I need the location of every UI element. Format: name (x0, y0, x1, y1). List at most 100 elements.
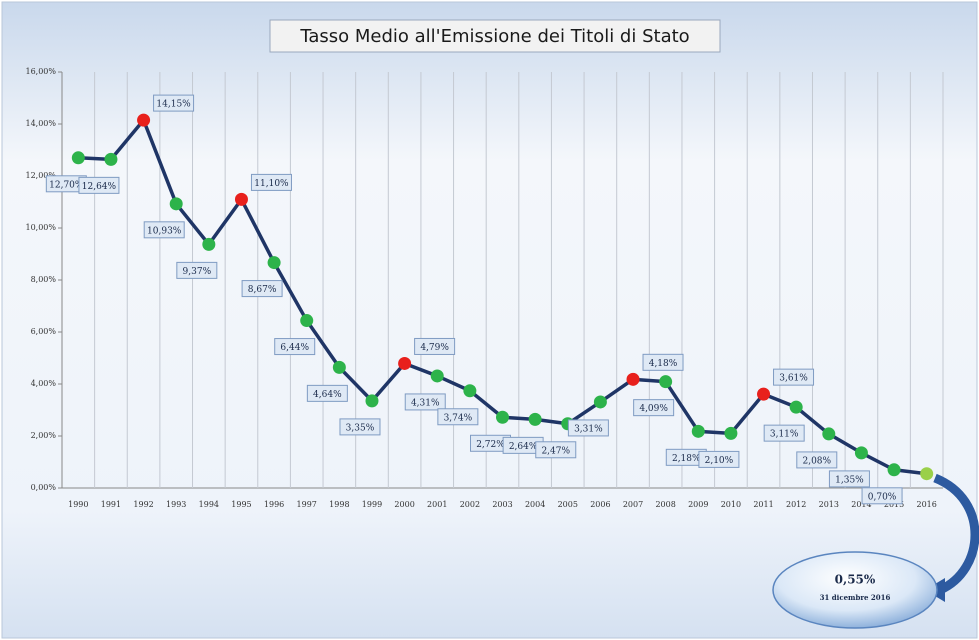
point (332, 360, 346, 374)
y-tick-label: 12,00% (25, 171, 56, 180)
data-label: 4,09% (639, 404, 668, 414)
x-tick-label: 1991 (101, 500, 121, 509)
data-label: 11,10% (254, 179, 289, 189)
y-tick-label: 0,00% (31, 483, 57, 492)
label-box (306, 384, 348, 402)
title-box (269, 19, 721, 53)
x-tick-label: 2010 (721, 500, 741, 509)
y-tick-label: 8,00% (31, 275, 57, 284)
y-tick-label: 6,00% (31, 327, 57, 336)
data-label: 6,44% (280, 343, 309, 353)
data-label: 9,37% (183, 267, 212, 277)
point (463, 384, 477, 398)
data-label: 1,35% (835, 475, 864, 485)
label-box (567, 419, 609, 437)
data-label: 3,31% (574, 424, 603, 434)
data-label: 2,10% (705, 456, 734, 466)
label-box (274, 338, 316, 356)
y-tick-label: 16,00% (25, 67, 56, 76)
data-label: 3,61% (779, 374, 808, 384)
point (137, 113, 151, 127)
point (854, 446, 868, 460)
label-box (828, 470, 870, 488)
x-tick-label: 1996 (264, 500, 284, 509)
point (430, 369, 444, 383)
point (71, 151, 85, 165)
data-label: 0,70% (868, 492, 897, 502)
label-box (698, 450, 740, 468)
point (757, 387, 771, 401)
x-tick-label: 1997 (297, 500, 317, 509)
label-box (176, 261, 218, 279)
point (202, 237, 216, 251)
chart-title: Tasso Medio all'Emissione dei Titoli di … (299, 26, 689, 47)
data-label: 8,67% (248, 285, 277, 295)
label-box (773, 368, 815, 386)
x-tick-label: 2009 (688, 500, 708, 509)
y-tick-label: 10,00% (25, 223, 56, 232)
label-box (633, 399, 675, 417)
data-label: 12,70% (49, 180, 84, 190)
x-tick-label: 1993 (166, 500, 186, 509)
point (626, 372, 640, 386)
point (691, 424, 705, 438)
data-label: 3,11% (770, 430, 799, 440)
point (789, 400, 803, 414)
x-tick-label: 2016 (917, 500, 937, 509)
data-label: 2,08% (802, 456, 831, 466)
label-box (153, 94, 195, 112)
label-box (404, 393, 446, 411)
label-box (861, 487, 903, 505)
x-tick-label: 2001 (427, 500, 447, 509)
point (365, 394, 379, 408)
data-label: 4,64% (313, 390, 342, 400)
callout-date: 31 dicembre 2016 (820, 593, 891, 602)
y-tick-label: 4,00% (31, 379, 57, 388)
x-tick-label: 2013 (819, 500, 839, 509)
data-label: 4,31% (411, 398, 440, 408)
point (169, 197, 183, 211)
point (496, 410, 509, 424)
label-box (250, 173, 292, 191)
x-tick-label: 2005 (558, 500, 578, 509)
x-tick-label: 2015 (884, 500, 904, 509)
point (300, 314, 314, 328)
x-tick-label: 2008 (655, 500, 675, 509)
point (887, 463, 901, 477)
label-box (642, 353, 684, 371)
point (528, 412, 542, 426)
x-tick-label: 2003 (492, 500, 512, 509)
arrow (933, 473, 979, 595)
point (267, 256, 281, 270)
point (822, 427, 836, 441)
x-tick-label: 2000 (394, 500, 414, 509)
x-tick-label: 1992 (133, 500, 153, 509)
x-tick-label: 1990 (68, 500, 88, 509)
y-tick-label: 2,00% (31, 431, 57, 440)
plot: 12,70%12,64% 14,15% 10,93% 9,37% 11,10% 8,67%… (45, 94, 934, 505)
x-tick-label: 2007 (623, 500, 643, 509)
callout-value: 0,55% (835, 573, 876, 587)
data-label: 3,74% (444, 413, 473, 423)
grid: 0,00% 2,00% 4,00% 6,00% 8,00% 10,00% 12,00% 14,… (25, 67, 944, 509)
x-tick-label: 1994 (199, 500, 219, 509)
label-box (339, 418, 381, 436)
label-box (437, 408, 479, 426)
x-tick-label: 1999 (362, 500, 382, 509)
data-label: 12,64% (82, 182, 117, 192)
y-tick-label: 14,00% (25, 119, 56, 128)
x-tick-label: 1995 (231, 500, 251, 509)
x-tick-label: 2004 (525, 500, 545, 509)
x-tick-label: 2011 (753, 500, 773, 509)
label-box (78, 176, 120, 194)
data-label: 14,15% (156, 100, 191, 110)
x-tick-label: 2002 (460, 500, 480, 509)
label-box (414, 337, 456, 355)
data-label: 2,72% (476, 440, 505, 450)
label-box (143, 221, 185, 239)
data-label: 2,18% (672, 454, 701, 464)
label-box (241, 280, 283, 298)
